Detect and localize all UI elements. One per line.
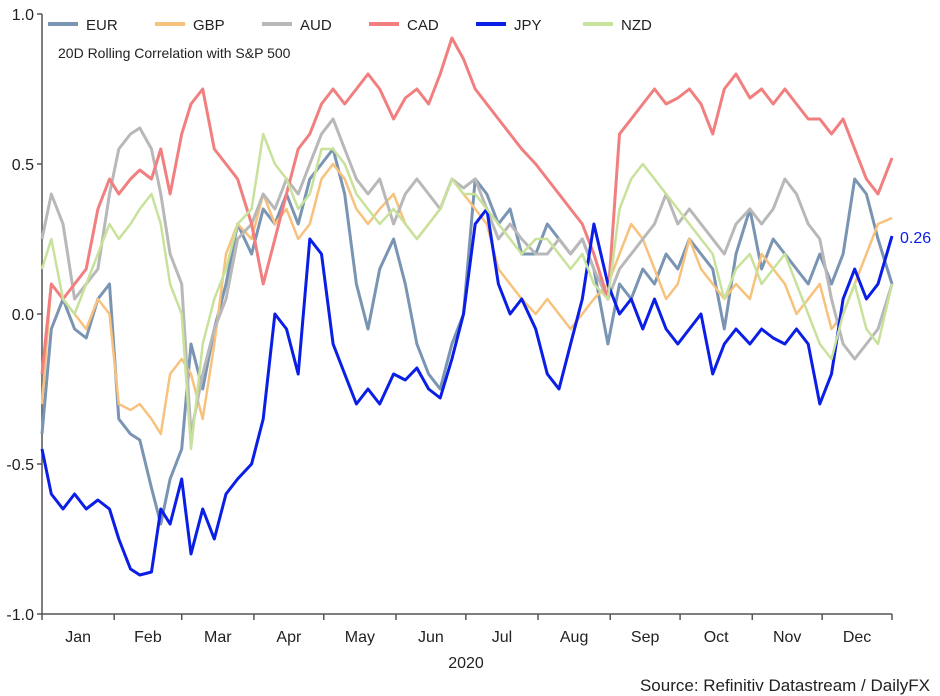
x-tick-label: Sep (631, 629, 660, 646)
series-line-nzd (40, 132, 894, 451)
x-tick-label: Jul (492, 629, 512, 646)
x-tick-label: Mar (204, 629, 232, 646)
series-lines (40, 36, 894, 577)
x-tick-label: Jun (418, 629, 444, 646)
x-tick-label: Oct (704, 629, 729, 646)
x-tick-label: May (345, 629, 375, 646)
series-line-cad (40, 36, 894, 375)
x-tick-label: Apr (276, 629, 302, 646)
y-tick-label: 0.5 (12, 157, 34, 174)
series-line-eur (40, 147, 894, 526)
end-value-label: 0.26 (900, 230, 931, 247)
y-tick-label: -0.5 (6, 457, 34, 474)
x-tick-label: Nov (773, 629, 801, 646)
legend-label-aud: AUD (300, 17, 332, 34)
axes: 1.0 0.5 0.0 -0.5 -1.0 Jan Feb Mar Apr May Jun Jul Au… (6, 7, 893, 646)
y-tick-label: 0.0 (12, 307, 34, 324)
series-line-aud (40, 117, 894, 436)
legend: EUR GBP AUD CAD JPY NZD (48, 17, 652, 34)
legend-label-cad: CAD (407, 17, 439, 34)
chart-subtitle: 20D Rolling Correlation with S&P 500 (58, 45, 291, 61)
x-tick-label: Dec (843, 629, 871, 646)
y-tick-label: -1.0 (6, 607, 34, 624)
series-line-jpy (40, 207, 894, 577)
legend-label-gbp: GBP (193, 17, 225, 34)
y-tick-label: 1.0 (12, 7, 34, 24)
source-note: Source: Refinitiv Datastream / DailyFX (640, 676, 930, 695)
series-line-gbp (40, 162, 893, 436)
x-axis-label: 2020 (448, 655, 484, 672)
legend-label-jpy: JPY (514, 17, 542, 34)
x-tick-label: Aug (560, 629, 588, 646)
legend-label-eur: EUR (86, 17, 118, 34)
x-tick-label: Jan (65, 629, 91, 646)
x-tick-label: Feb (134, 629, 162, 646)
legend-label-nzd: NZD (621, 17, 652, 34)
